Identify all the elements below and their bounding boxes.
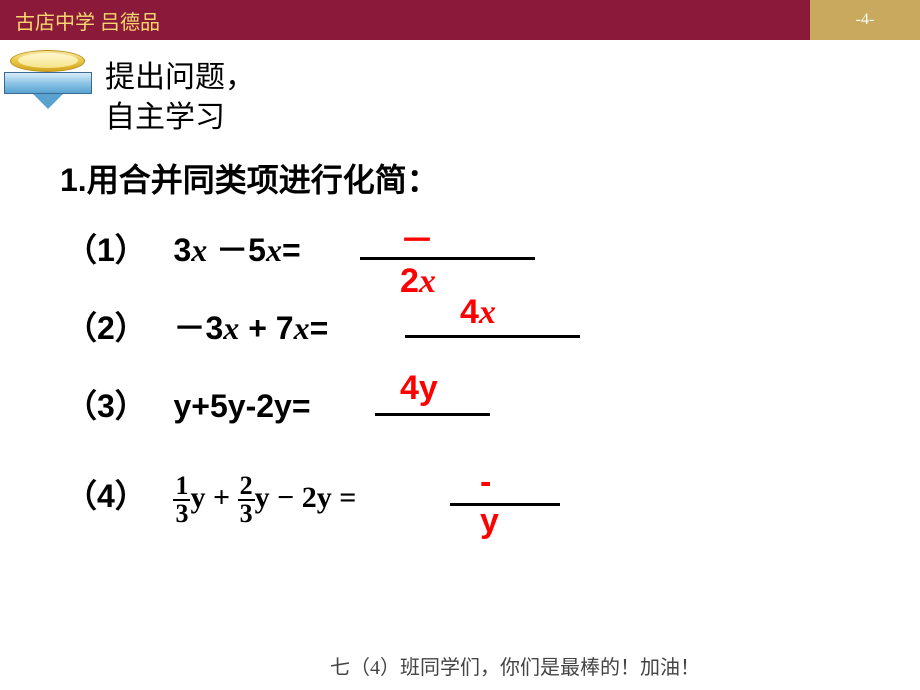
problem-4: （4） 1 3 y + 2 3 y − 2y = -y [65,471,356,511]
problem-3-label: （3） [65,388,147,424]
problem-1: （1） 3x －5x= －2x [65,225,356,265]
problem-3-answer: 4y [400,369,438,408]
main-question: 1.用合并同类项进行化简： [60,155,439,201]
problem-3-blank [375,413,490,416]
problem-4-expr: 1 3 y + 2 3 y − 2y = [173,481,356,514]
p4-minus2y: − 2y [277,481,332,514]
p4-y1: y [190,481,205,514]
problem-1-var1: x [191,232,207,268]
problem-1-prefix: 3 [173,232,191,268]
frac2-den: 3 [238,501,255,527]
section-title-line2: 自主学习 [105,98,255,138]
problem-3-expr: y+5y-2y= [173,388,310,424]
page-number-box: -4- [810,0,920,40]
problem-1-mid: －5 [207,232,266,268]
frac1-den: 3 [173,501,190,527]
school-teacher: 古店中学 吕德品 [15,6,160,35]
problem-2-ans-var: x [479,294,496,331]
problem-2-var2: x [294,310,310,346]
problem-2-prefix: －3 [173,310,223,346]
section-icon [0,50,95,100]
problem-2-mid: + 7 [239,310,293,346]
frac1-num: 1 [173,473,190,501]
problem-2-blank [405,335,580,338]
p4-eq: = [339,481,356,514]
problem-2-ans-prefix: 4 [460,293,479,331]
problem-1-answer: －2x [400,213,436,301]
frac-2-3: 2 3 [238,473,255,527]
problem-1-label: （1） [65,232,147,268]
p4-plus: + [213,481,230,514]
problem-2-var1: x [223,310,239,346]
problem-2: （2） －3x + 7x= 4x [65,303,356,343]
coin-arrow-icon [0,50,95,100]
section-title: 提出问题， 自主学习 [105,58,255,138]
frac-1-3: 1 3 [173,473,190,527]
section-title-line1: 提出问题， [105,58,255,98]
problem-2-answer: 4x [460,293,496,332]
problem-4-label: （4） [65,478,147,514]
problem-2-label: （2） [65,310,147,346]
problem-3: （3） y+5y-2y= 4y [65,381,356,421]
problem-1-suffix: = [282,232,301,268]
frac2-num: 2 [238,473,255,501]
header-bar: 古店中学 吕德品 -4- [0,0,920,40]
page-number: -4- [856,11,875,29]
problem-4-blank [450,503,560,506]
problem-1-ans-var: x [419,263,436,300]
footer-text: 七（4）班同学们，你们是最棒的！加油！ [330,651,700,680]
problems-list: （1） 3x －5x= －2x （2） －3x + 7x= 4x （3） y+5… [65,225,356,549]
problem-2-suffix: = [310,310,329,346]
p4-y2: y [255,481,270,514]
problem-1-var2: x [266,232,282,268]
problem-4-answer: -y [480,463,499,541]
problem-1-blank [360,257,535,260]
